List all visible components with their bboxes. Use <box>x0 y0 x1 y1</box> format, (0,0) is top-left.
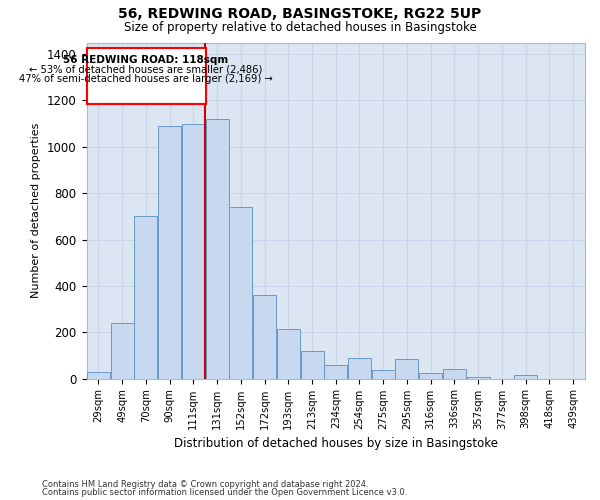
Y-axis label: Number of detached properties: Number of detached properties <box>31 123 41 298</box>
Text: Size of property relative to detached houses in Basingstoke: Size of property relative to detached ho… <box>124 21 476 34</box>
Bar <box>87 48 206 104</box>
Bar <box>110 323 134 378</box>
Bar <box>372 370 395 378</box>
Bar <box>348 358 371 378</box>
Text: 47% of semi-detached houses are larger (2,169) →: 47% of semi-detached houses are larger (… <box>19 74 273 84</box>
Text: ← 53% of detached houses are smaller (2,486): ← 53% of detached houses are smaller (2,… <box>29 64 263 74</box>
Bar <box>277 328 300 378</box>
Text: 56, REDWING ROAD, BASINGSTOKE, RG22 5UP: 56, REDWING ROAD, BASINGSTOKE, RG22 5UP <box>118 8 482 22</box>
Bar <box>419 373 442 378</box>
Bar <box>514 375 537 378</box>
Bar <box>324 364 347 378</box>
Bar <box>134 216 157 378</box>
Text: Contains public sector information licensed under the Open Government Licence v3: Contains public sector information licen… <box>42 488 407 497</box>
X-axis label: Distribution of detached houses by size in Basingstoke: Distribution of detached houses by size … <box>174 437 498 450</box>
Bar <box>229 207 253 378</box>
Text: Contains HM Land Registry data © Crown copyright and database right 2024.: Contains HM Land Registry data © Crown c… <box>42 480 368 489</box>
Bar <box>182 124 205 378</box>
Bar <box>206 119 229 378</box>
Bar <box>301 351 323 378</box>
Text: 56 REDWING ROAD: 118sqm: 56 REDWING ROAD: 118sqm <box>63 55 229 65</box>
Bar <box>443 370 466 378</box>
Bar <box>87 372 110 378</box>
Bar <box>253 295 276 378</box>
Bar <box>158 126 181 378</box>
Bar <box>395 359 418 378</box>
